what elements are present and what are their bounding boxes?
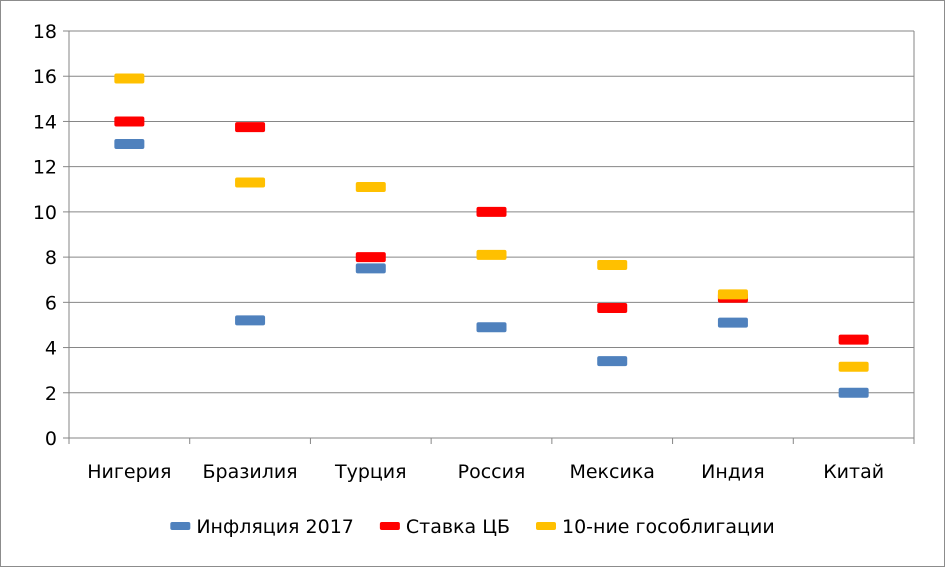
y-tick-label: 16 <box>33 66 57 88</box>
marker-series1-point4 <box>597 302 628 313</box>
legend-swatch <box>170 522 191 530</box>
y-tick-label: 12 <box>33 157 57 179</box>
legend-swatch <box>536 522 556 530</box>
marker-series2-point4 <box>597 260 628 271</box>
marker-series0-point6 <box>838 387 869 398</box>
marker-series1-point6 <box>838 334 869 345</box>
y-tick-label: 4 <box>45 338 57 360</box>
x-tick-label: Китай <box>823 461 884 483</box>
y-tick-label: 8 <box>45 247 57 269</box>
marker-series1-point1 <box>235 122 266 133</box>
marker-series2-point5 <box>717 289 748 300</box>
legend: Инфляция 2017 Ставка ЦБ 10-ние гособлигаци… <box>170 516 775 538</box>
x-tick-label: Россия <box>458 461 526 483</box>
marker-series2-point1 <box>235 177 266 188</box>
x-tick-label: Мексика <box>569 461 654 483</box>
y-tick-label: 18 <box>33 21 57 43</box>
data-marks <box>114 73 869 398</box>
x-tick-labels: Нигерия Бразилия Турция Россия Мексика Индия К… <box>87 461 884 483</box>
marker-series2-point6 <box>838 361 869 372</box>
y-tick-labels: 0 2 4 6 8 10 12 14 16 18 <box>33 21 57 450</box>
x-tick-label: Нигерия <box>87 461 171 483</box>
legend-item-0: Инфляция 2017 <box>170 516 354 538</box>
legend-label: Ставка ЦБ <box>406 516 510 538</box>
marker-series1-point0 <box>114 116 145 127</box>
marker-series1-point3 <box>476 206 507 217</box>
y-tick-label: 10 <box>33 202 57 224</box>
legend-swatch <box>379 522 400 530</box>
gridlines <box>69 30 915 438</box>
marker-series2-point3 <box>476 249 507 260</box>
legend-label: Инфляция 2017 <box>196 516 354 538</box>
y-tick-label: 0 <box>45 428 57 450</box>
axes <box>63 30 915 444</box>
marker-series1-point2 <box>355 252 386 263</box>
marker-series0-point2 <box>355 263 386 274</box>
marker-series0-point0 <box>114 139 145 150</box>
y-tick-label: 2 <box>45 383 57 405</box>
x-tick-label: Бразилия <box>203 461 298 483</box>
y-tick-label: 6 <box>45 292 57 314</box>
x-tick-label: Турция <box>334 461 407 483</box>
legend-label: 10-ние гособлигации <box>562 516 775 538</box>
marker-series0-point1 <box>235 315 266 326</box>
x-tick-label: Индия <box>701 461 765 483</box>
marker-series0-point5 <box>717 317 748 328</box>
marker-series2-point2 <box>355 182 386 193</box>
marker-series2-point0 <box>114 73 145 84</box>
legend-item-2: 10-ние гособлигации <box>536 516 775 538</box>
legend-item-1: Ставка ЦБ <box>379 516 510 538</box>
y-tick-label: 14 <box>33 111 57 133</box>
marker-series0-point3 <box>476 322 507 333</box>
marker-series0-point4 <box>597 356 628 367</box>
